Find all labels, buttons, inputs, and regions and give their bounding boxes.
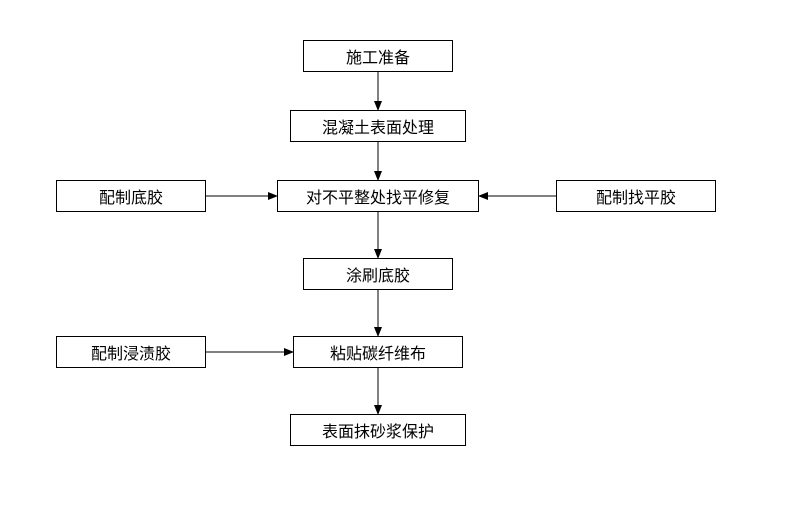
flowchart-node-n3: 对不平整处找平修复 <box>277 180 479 212</box>
flowchart-node-n5: 粘贴碳纤维布 <box>293 336 463 368</box>
flowchart-node-n1: 施工准备 <box>303 40 453 72</box>
flowchart-node-n6: 表面抹砂浆保护 <box>290 414 466 446</box>
flowchart-node-sL1: 配制底胶 <box>56 180 206 212</box>
flowchart-node-sR1: 配制找平胶 <box>556 180 716 212</box>
flowchart-node-n2: 混凝土表面处理 <box>290 110 466 142</box>
flowchart-node-sL2: 配制浸渍胶 <box>56 336 206 368</box>
flowchart-node-n4: 涂刷底胶 <box>303 258 453 290</box>
